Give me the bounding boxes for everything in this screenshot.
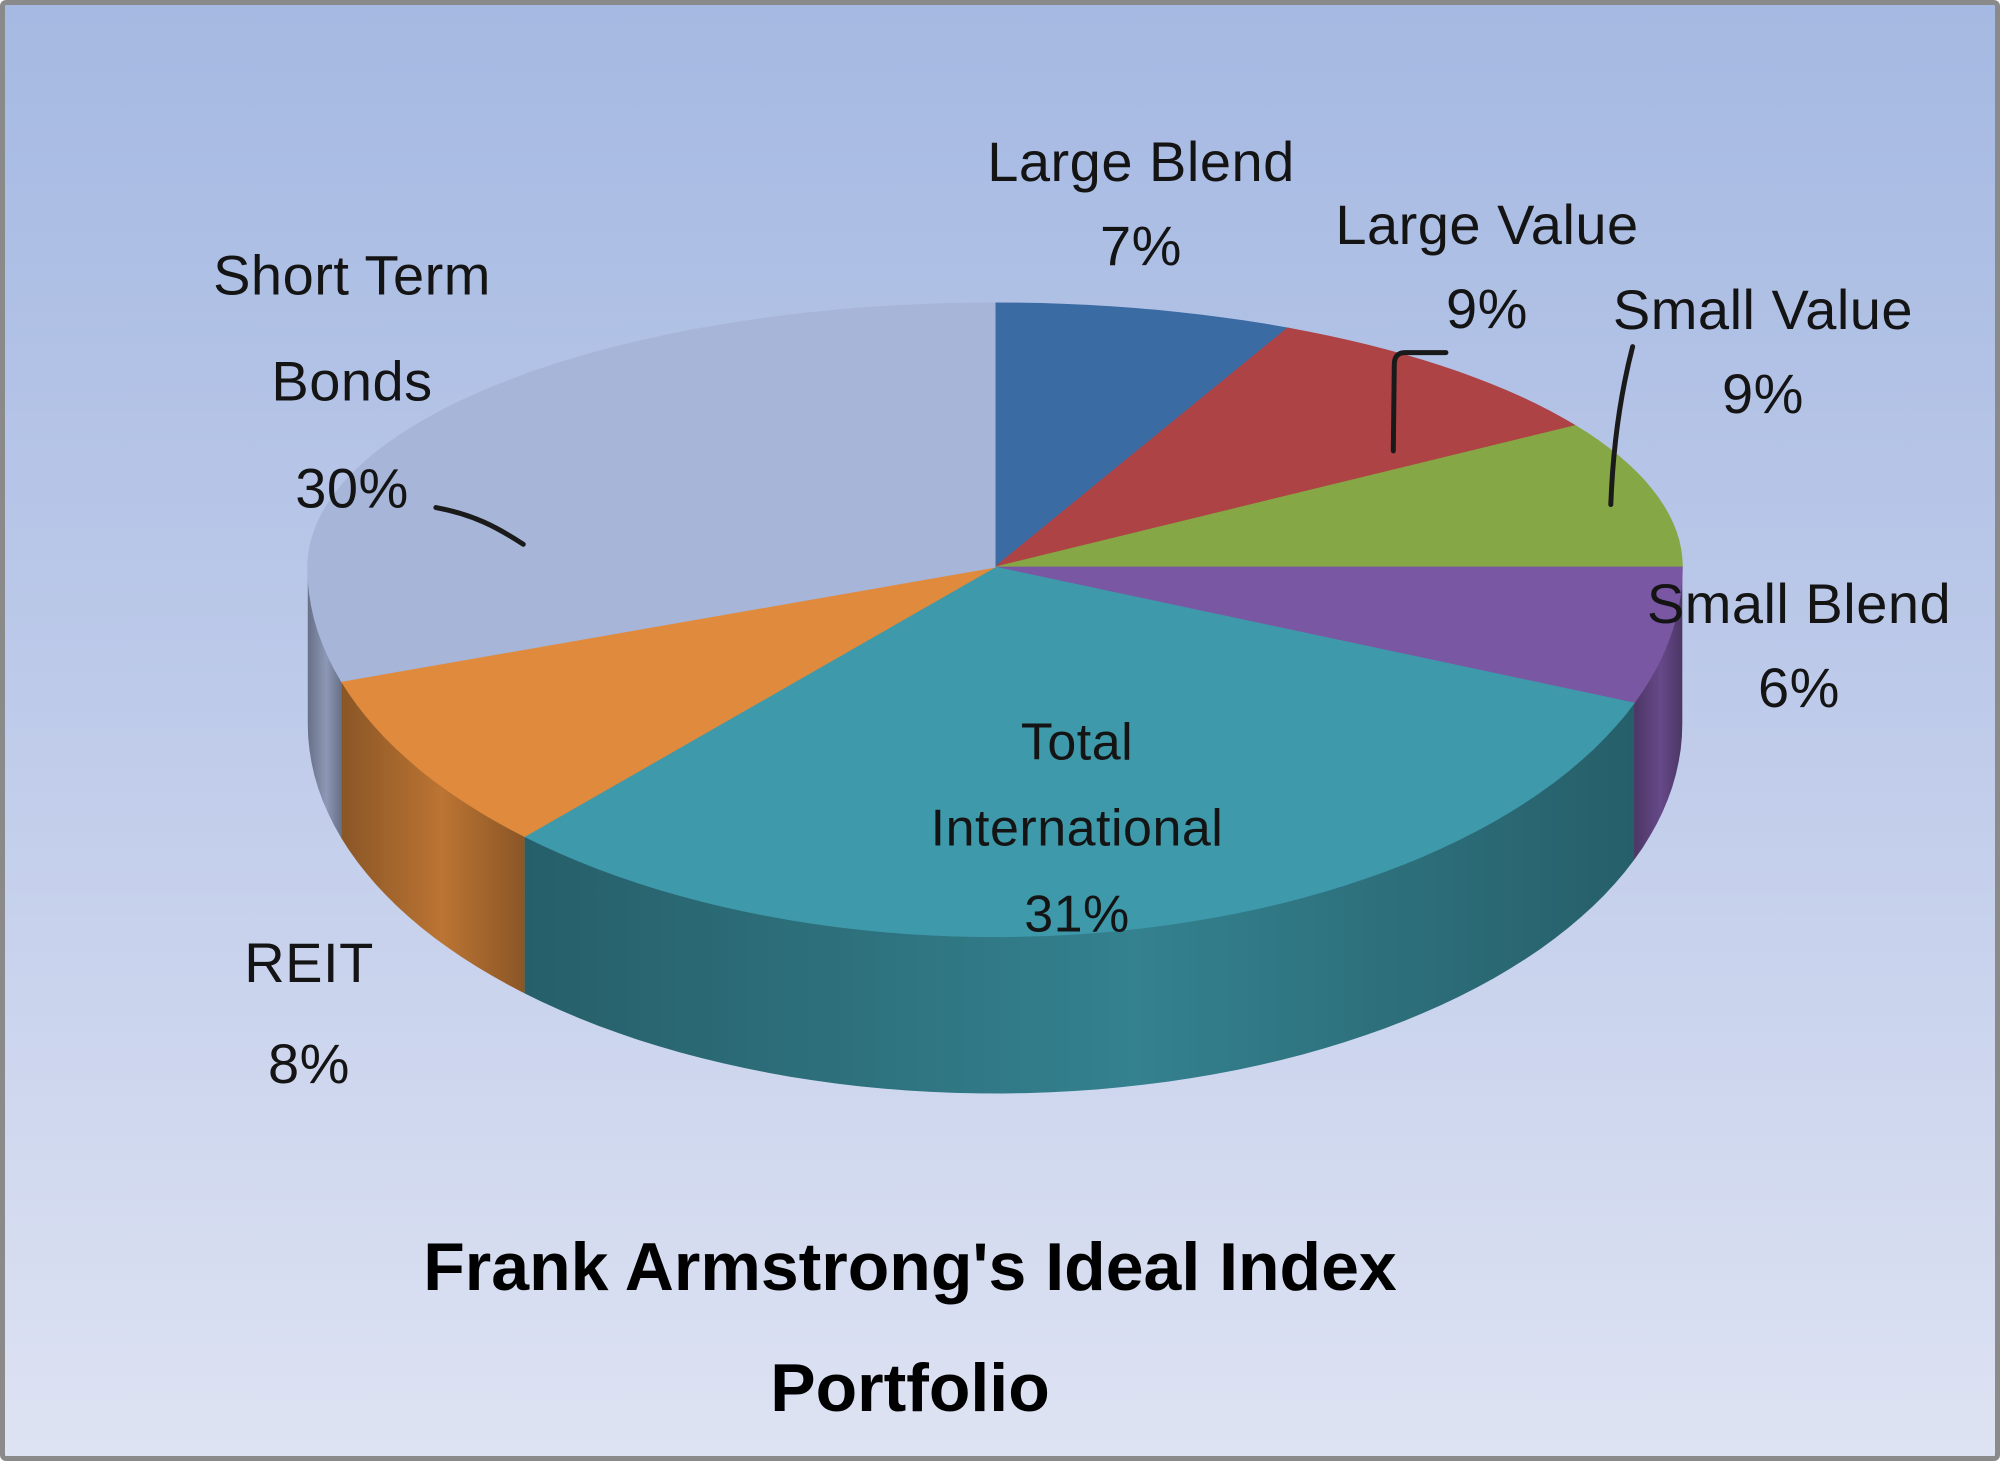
- pie-slice-small-value: [994, 425, 1683, 568]
- label-large-blend-name: Large Blend: [987, 130, 1295, 193]
- label-large-blend-pct: 7%: [1100, 214, 1182, 277]
- leader-line-short-term-bonds: [433, 505, 526, 547]
- chart-title: Frank Armstrong's Ideal Index Portfolio: [160, 1207, 1660, 1449]
- pie-wall-reit: [341, 681, 525, 994]
- label-small-value-pct: 9%: [1722, 362, 1804, 425]
- label-total-international-name: Total International: [930, 713, 1224, 858]
- pie-slice-short-term-bonds: [307, 302, 996, 682]
- label-total-international: Total International 31%: [887, 700, 1267, 957]
- pie-slice-large-blend: [994, 302, 1289, 569]
- label-large-value-name: Large Value: [1335, 193, 1639, 256]
- label-reit-name: REIT: [244, 931, 374, 995]
- label-short-term-bonds: Short Term Bonds 30%: [152, 222, 552, 541]
- pie-wall-short-term-bonds: [307, 567, 342, 839]
- label-large-blend: Large Blend 7%: [951, 120, 1331, 288]
- pie-slice-large-value: [994, 327, 1577, 568]
- pie-chart-svg: [307, 302, 1683, 1094]
- label-small-blend-name: Small Blend: [1646, 572, 1952, 635]
- label-large-value: Large Value 9%: [1297, 183, 1677, 351]
- label-total-international-pct: 31%: [1024, 884, 1130, 943]
- label-reit: REIT 8%: [159, 913, 459, 1115]
- label-short-term-bonds-pct: 30%: [295, 456, 409, 520]
- label-small-value: Small Value 9%: [1563, 268, 1963, 436]
- label-short-term-bonds-name: Short Term Bonds: [213, 243, 491, 413]
- pie-slice-reit: [340, 566, 996, 838]
- label-reit-pct: 8%: [268, 1032, 350, 1095]
- pie-wall-total-international: [524, 703, 1635, 1094]
- leader-line-small-value: [1608, 344, 1636, 508]
- pie-wall-small-blend: [1634, 567, 1683, 861]
- leader-line-large-value: [1390, 350, 1449, 454]
- chart-title-line-2: Portfolio: [770, 1350, 1050, 1427]
- label-small-value-name: Small Value: [1612, 278, 1914, 341]
- label-small-blend-pct: 6%: [1758, 656, 1840, 719]
- label-large-value-pct: 9%: [1446, 277, 1528, 340]
- label-small-blend: Small Blend 6%: [1599, 562, 1995, 730]
- pie-slice-small-blend: [994, 566, 1683, 704]
- pie-3d: [307, 302, 1683, 1094]
- chart-title-line-1: Frank Armstrong's Ideal Index: [423, 1229, 1397, 1305]
- pie-slice-total-international: [523, 566, 1635, 938]
